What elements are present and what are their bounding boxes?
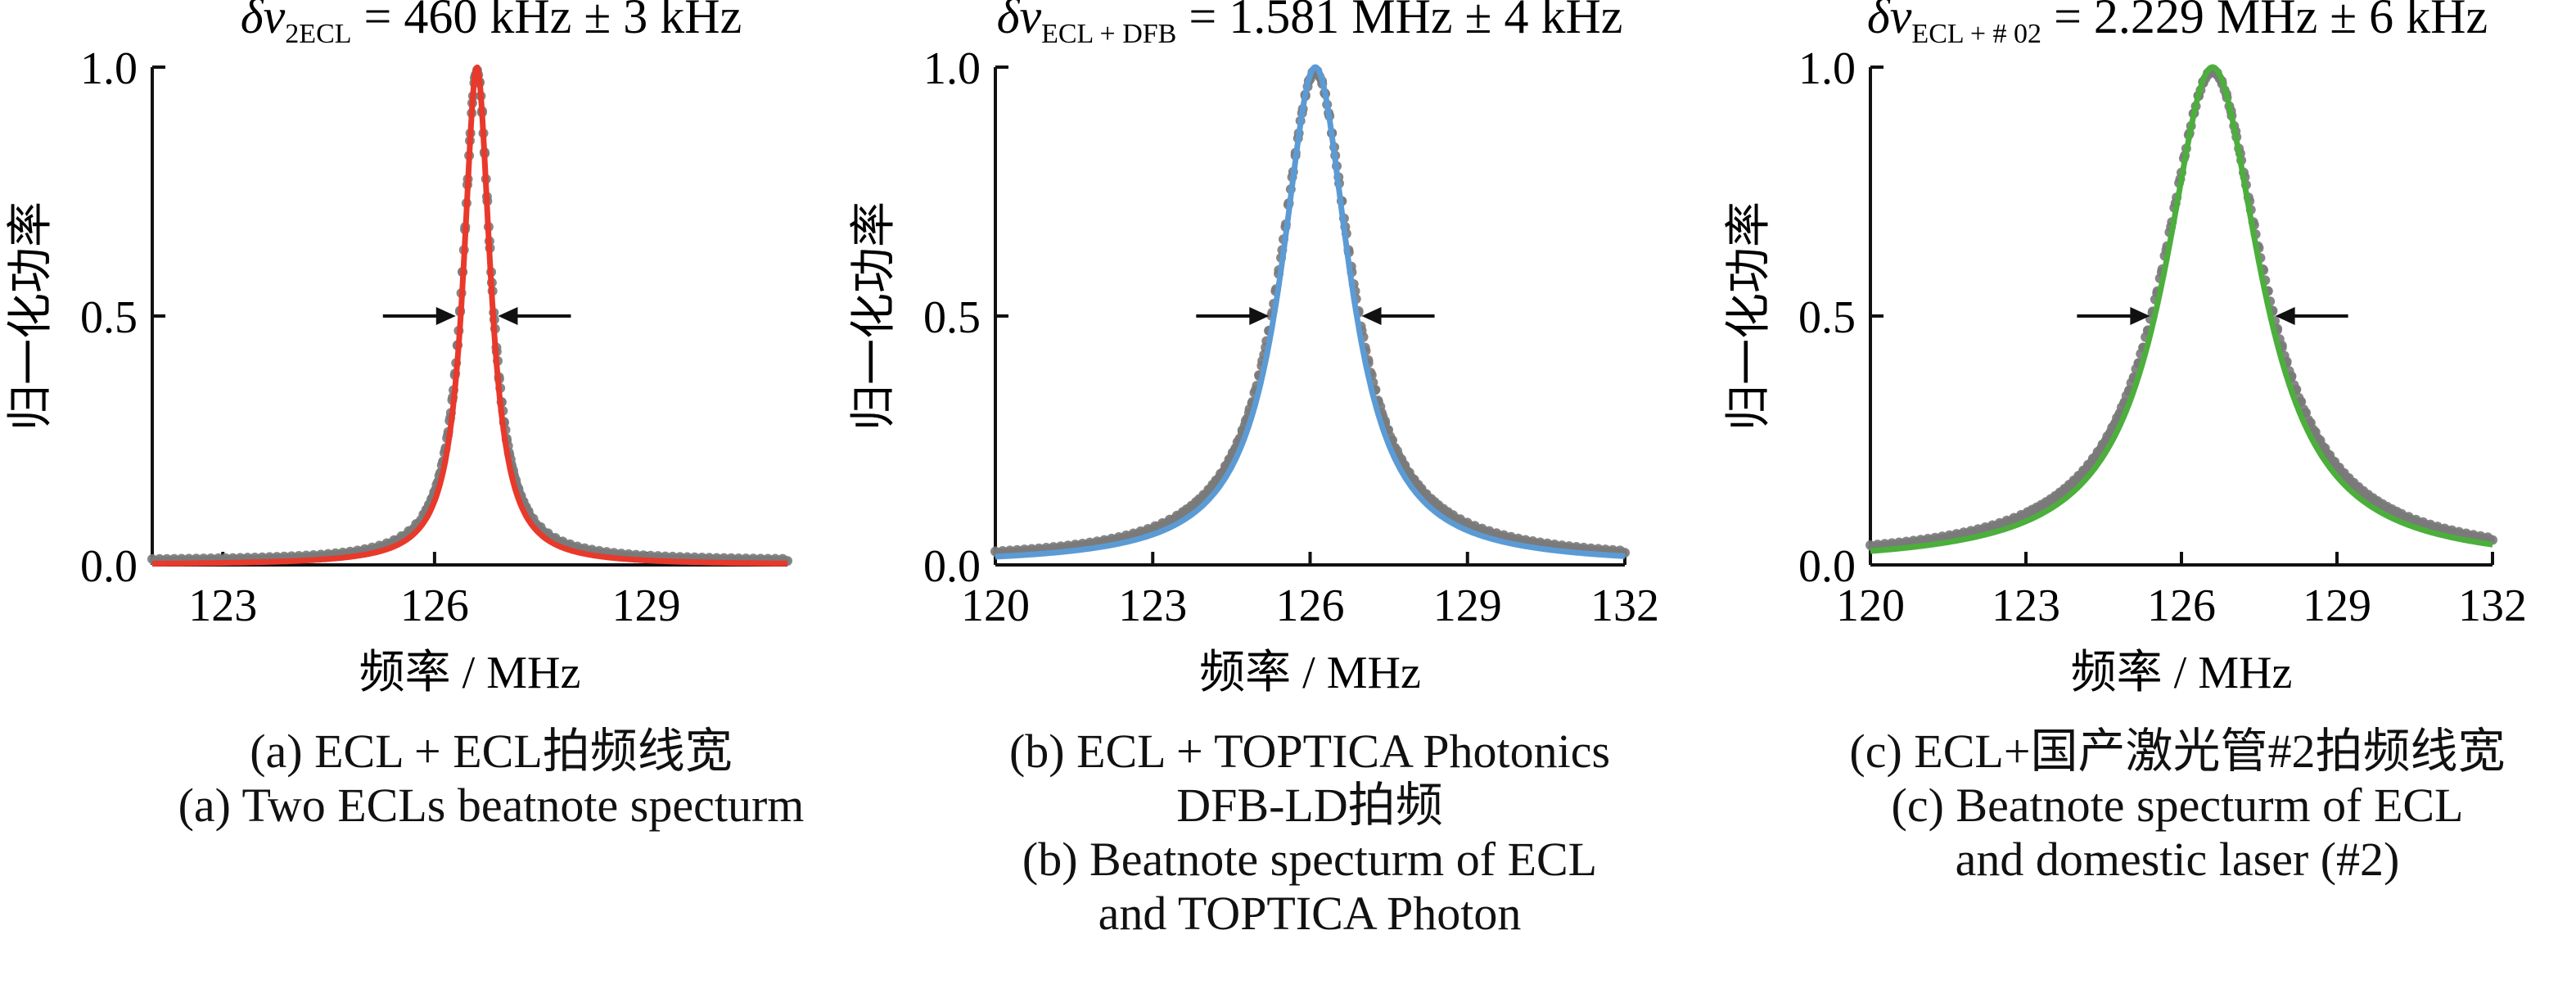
data-series-dots [1865, 65, 2497, 553]
right-arrow-head [498, 307, 518, 325]
left-arrow-head [2130, 307, 2150, 325]
title-subscript: ECL + DFB [1041, 19, 1176, 49]
chart-panel-a: 0.0 0.5 1.0 123 126 129 频率 / MHz 归一化功率 δv2ECL = … [4, 0, 792, 698]
fwhm-arrows [2077, 307, 2348, 325]
caption-line: (c) Beatnote specturm of ECL [1891, 779, 2464, 832]
x-tick-label: 123 [1118, 580, 1187, 631]
y-tick-label: 1.0 [923, 43, 981, 94]
title-subscript: 2ECL [285, 19, 351, 49]
x-tick-label: 123 [188, 580, 257, 631]
fwhm-arrows [382, 307, 571, 325]
caption-line: (a) ECL + ECL拍频线宽 [250, 725, 733, 778]
title-subscript: ECL + # 02 [1911, 19, 2041, 49]
y-tick-label: 0.0 [923, 541, 981, 592]
caption-line: and domestic laser (#2) [1955, 833, 2400, 886]
caption-line: (b) ECL + TOPTICA Photonics [1008, 725, 1611, 778]
x-axis-label: 频率 / MHz [359, 648, 581, 698]
left-arrow-head [1249, 307, 1270, 325]
chart-panel-b: 0.0 0.5 1.0 120 123 126 129 132 频率 / MHz 归一化功率 δvE… [847, 0, 1659, 698]
caption-line: DFB-LD拍频 [1176, 779, 1443, 832]
x-tick-label: 129 [1433, 580, 1502, 631]
chart-panel-c: 0.0 0.5 1.0 120 123 126 129 132 频率 / MHz 归一化功率 δvE… [1722, 0, 2527, 698]
y-tick-label: 1.0 [1798, 43, 1856, 94]
x-tick-label: 126 [2147, 580, 2216, 631]
x-tick-label: 120 [961, 580, 1030, 631]
x-tick-label: 123 [1992, 580, 2060, 631]
x-tick-label: 129 [612, 580, 681, 631]
chart-title: δvECL + DFB = 1.581 MHz ± 4 kHz [997, 0, 1623, 49]
fit-series-line [993, 64, 1627, 560]
data-series-dots [990, 65, 1630, 558]
y-axis-label: 归一化功率 [847, 201, 900, 431]
x-tick-label: 132 [1590, 580, 1659, 631]
y-tick-label: 0.0 [80, 541, 138, 592]
title-value: = 1.581 MHz ± 4 kHz [1176, 0, 1622, 43]
x-axis-label: 频率 / MHz [1199, 648, 1421, 698]
right-arrow-head [2275, 307, 2295, 325]
x-tick-label: 120 [1836, 580, 1905, 631]
x-tick-label: 126 [400, 580, 469, 631]
x-tick-label: 132 [2458, 580, 2527, 631]
title-symbol: δv [1867, 0, 1912, 43]
y-tick-label: 0.5 [80, 292, 138, 343]
x-axis-label: 频率 / MHz [2071, 648, 2293, 698]
title-symbol: δv [997, 0, 1042, 43]
y-axis-label: 归一化功率 [4, 201, 57, 431]
y-axis-label: 归一化功率 [1722, 201, 1775, 431]
title-value: = 2.229 MHz ± 6 kHz [2041, 0, 2488, 43]
y-tick-label: 0.5 [923, 292, 981, 343]
caption-line: (c) ECL+国产激光管#2拍频线宽 [1849, 725, 2506, 778]
title-value: = 460 kHz ± 3 kHz [352, 0, 742, 43]
right-arrow-head [1361, 307, 1382, 325]
fit-series-line [1868, 64, 2495, 554]
caption-line: (b) Beatnote specturm of ECL [1022, 833, 1598, 886]
y-tick-label: 0.5 [1798, 292, 1856, 343]
fit-series-line [150, 64, 790, 567]
x-tick-label: 126 [1276, 580, 1345, 631]
y-tick-label: 1.0 [80, 43, 138, 94]
x-tick-label: 129 [2303, 580, 2371, 631]
caption-line: and TOPTICA Photon [1098, 887, 1522, 940]
fwhm-arrows [1196, 307, 1435, 325]
title-symbol: δv [241, 0, 286, 43]
caption-line: (a) Two ECLs beatnote specturm [178, 779, 805, 832]
chart-title: δv2ECL = 460 kHz ± 3 kHz [241, 0, 742, 49]
y-tick-label: 0.0 [1798, 541, 1856, 592]
chart-title: δvECL + # 02 = 2.229 MHz ± 6 kHz [1867, 0, 2488, 49]
left-arrow-head [435, 307, 456, 325]
